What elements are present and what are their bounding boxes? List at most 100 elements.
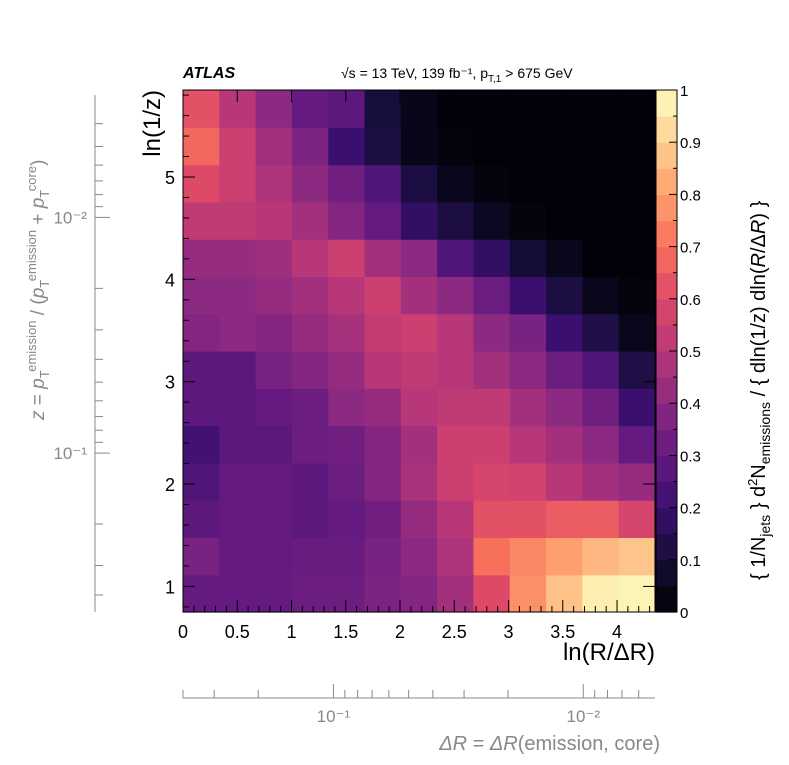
y-tick-label: 4 [165, 270, 175, 290]
heatmap-cell [509, 425, 547, 464]
heatmap-cell [400, 425, 438, 464]
heatmap-cell [582, 574, 620, 613]
heatmap-cell [364, 90, 402, 128]
x-tick-label: 1.5 [333, 622, 358, 642]
z-tick-label: 0.4 [680, 396, 701, 413]
heatmap-cell [183, 537, 220, 576]
heatmap-cell [183, 388, 220, 427]
heatmap-cell [582, 164, 620, 203]
z-tick-label: 0.1 [680, 553, 701, 570]
heatmap-cell [473, 388, 511, 427]
x-tick-label: 2.5 [442, 622, 467, 642]
heatmap-cell [328, 388, 366, 427]
heatmap-cell [509, 388, 547, 427]
heatmap-cell [618, 425, 656, 464]
heatmap-cell [291, 276, 329, 315]
heatmap-cell [618, 462, 656, 501]
heatmap-cell [219, 276, 257, 315]
heatmap-cell [328, 276, 366, 315]
heatmap-cell [437, 537, 475, 576]
heatmap-cell [437, 462, 475, 501]
heatmap-cell [582, 388, 620, 427]
heatmap-cell [437, 574, 475, 613]
heatmap-cell [255, 313, 293, 352]
heatmap-cell [328, 90, 366, 128]
heatmap-cell [364, 500, 402, 539]
colorbar-segment [656, 116, 677, 143]
heatmap-cell [328, 239, 366, 278]
heatmap-cell [219, 351, 257, 389]
heatmap-cell [582, 313, 620, 352]
heatmap-cell [364, 127, 402, 166]
heatmap-cell [582, 90, 620, 128]
heatmap-cell [437, 388, 475, 427]
heatmap-cell [219, 462, 257, 501]
heatmap-cell [219, 313, 257, 352]
heatmap-cell [618, 537, 656, 576]
colorbar-segment [656, 90, 677, 117]
heatmap-cell [618, 500, 656, 539]
heatmap-cell [328, 201, 366, 240]
z-tick-label: 0.5 [680, 344, 701, 361]
heatmap-cell [618, 90, 656, 128]
heatmap-cell [219, 90, 257, 128]
heatmap-cell [473, 462, 511, 501]
heatmap-cell [509, 500, 547, 539]
heatmap-cell [546, 388, 583, 427]
heatmap-cell [183, 127, 220, 166]
heatmap-cell [509, 276, 547, 315]
plot-frame [182, 89, 656, 613]
heatmap-cell [582, 425, 620, 464]
heatmap-cell [255, 388, 293, 427]
heatmap-cell [546, 313, 583, 352]
heatmap-cell [291, 313, 329, 352]
heatmap-cell [328, 462, 366, 501]
heatmap-cell [437, 313, 475, 352]
heatmap-cell [618, 239, 656, 278]
y-axis-label: ln(1/z) [139, 90, 166, 157]
x-tick-label: 3.5 [550, 622, 575, 642]
energy-label: √s = 13 TeV, 139 fb⁻¹, pT,1 > 675 GeV [341, 65, 573, 85]
colorbar-segment [656, 377, 677, 404]
heatmap-cell [618, 313, 656, 352]
secondary-y-tick-label: 10⁻¹ [53, 444, 87, 463]
z-tick-label: 0.8 [680, 187, 701, 204]
heatmap-cell [183, 574, 220, 613]
heatmap-cell [255, 462, 293, 501]
heatmap-cell [400, 537, 438, 576]
heatmap-cell [219, 164, 257, 203]
heatmap-cell [437, 500, 475, 539]
heatmap-cell [582, 201, 620, 240]
colorbar-segment [656, 507, 677, 535]
heatmap-cell [473, 90, 511, 128]
heatmap-cell [618, 201, 656, 240]
heatmap-cell [364, 462, 402, 501]
heatmap-cell [255, 500, 293, 539]
heatmap-cell [400, 164, 438, 203]
heatmap-cell [546, 276, 583, 315]
heatmap-cell [219, 127, 257, 166]
heatmap-cell [328, 351, 366, 389]
heatmap-cell [473, 239, 511, 278]
heatmap-cell [473, 425, 511, 464]
colorbar-segment [656, 559, 677, 587]
colorbar-segment [656, 585, 677, 613]
heatmap-cell [400, 500, 438, 539]
secondary-y-tick-label: 10⁻² [53, 208, 87, 227]
heatmap-cell [437, 351, 475, 389]
heatmap-cell [582, 276, 620, 315]
heatmap-cell [183, 462, 220, 501]
colorbar-segment [656, 298, 677, 326]
heatmap-cell [255, 201, 293, 240]
heatmap-cell [183, 313, 220, 352]
heatmap-cell [183, 276, 220, 315]
heatmap-cell [437, 425, 475, 464]
x-axis-label: ln(R/ΔR) [563, 639, 655, 666]
heatmap-cell [509, 201, 547, 240]
heatmap-cell [509, 462, 547, 501]
heatmap-cell [618, 276, 656, 315]
heatmap-cell [400, 90, 438, 128]
heatmap-cell [255, 127, 293, 166]
y-tick-label: 2 [165, 475, 175, 495]
